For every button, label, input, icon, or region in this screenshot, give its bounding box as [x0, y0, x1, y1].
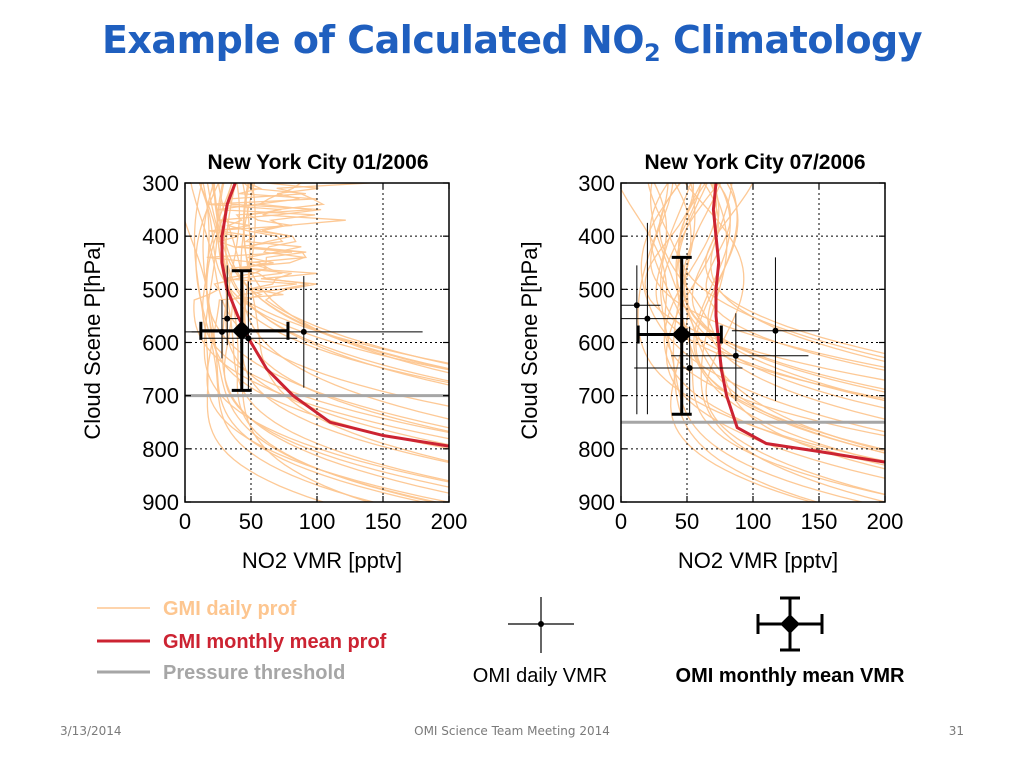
- footer-date: 3/13/2014: [60, 724, 122, 738]
- x-tick-label: 150: [801, 509, 838, 534]
- daily-profile-line: [693, 183, 885, 451]
- x-tick-label: 200: [867, 509, 904, 534]
- daily-profile-line: [691, 183, 885, 393]
- omi-daily-point-3: [634, 326, 743, 415]
- footer-meeting: OMI Science Team Meeting 2014: [414, 724, 610, 738]
- y-tick-label: 800: [578, 437, 615, 462]
- daily-profile-line: [217, 183, 449, 464]
- y-axis-label: Cloud Scene P[hPa]: [80, 241, 105, 439]
- y-tick-label: 600: [142, 331, 179, 356]
- x-tick-label: 0: [179, 509, 191, 534]
- x-tick-label: 100: [735, 509, 772, 534]
- y-tick-label: 600: [578, 331, 615, 356]
- y-tick-label: 300: [578, 171, 615, 196]
- footer-page-number: 31: [948, 724, 964, 738]
- x-tick-label: 200: [431, 509, 468, 534]
- grid: [621, 183, 885, 502]
- title-subscript: 2: [644, 39, 661, 67]
- daily-profile-line: [672, 183, 817, 502]
- y-tick-label: 500: [578, 277, 615, 302]
- omi-daily-dot: [644, 315, 651, 322]
- y-tick-label: 900: [142, 490, 179, 515]
- y-tick-label: 700: [142, 384, 179, 409]
- y-tick-label: 700: [578, 384, 615, 409]
- omi-monthly-diamond: [671, 324, 692, 345]
- x-axis-label: NO2 VMR [pptv]: [678, 548, 838, 573]
- daily-profile-line: [695, 183, 885, 454]
- y-tick-label: 800: [142, 437, 179, 462]
- y-tick-label: 400: [578, 224, 615, 249]
- omi-monthly-diamond: [231, 320, 252, 341]
- omi-daily-dot: [732, 352, 739, 359]
- omi-daily-point-2: [200, 281, 298, 391]
- chart-title: New York City 07/2006: [644, 151, 865, 174]
- y-tick-label: 400: [142, 224, 179, 249]
- x-tick-label: 50: [239, 509, 263, 534]
- daily-profile-line: [677, 183, 885, 454]
- y-tick-label: 900: [578, 490, 615, 515]
- omi-daily-dot: [686, 365, 693, 372]
- omi-monthly-mean-point: [199, 269, 290, 392]
- daily-profile-line: [205, 183, 449, 429]
- omi-daily-point-2: [621, 222, 690, 415]
- omi-daily-dot: [245, 335, 252, 342]
- daily-profile-line: [198, 183, 449, 371]
- daily-profile-line: [193, 183, 449, 440]
- omi-daily-dot: [300, 328, 307, 335]
- omi-daily-dot: [224, 315, 231, 322]
- x-tick-label: 100: [299, 509, 336, 534]
- title-end: Climatology: [660, 18, 923, 62]
- omi-monthly-mean-point: [636, 255, 723, 416]
- chart-panel-1: 0 50 100 150 200 300 400 500 600 700 800 900 New Yor…: [80, 151, 468, 573]
- y-axis-label: Cloud Scene P[hPa]: [517, 241, 542, 439]
- daily-profile-line: [681, 183, 885, 402]
- daily-profile-line: [206, 183, 449, 446]
- x-tick-label: 150: [365, 509, 402, 534]
- chart-panel-2: 0 50 100 150 200 300 400 500 600 700 800 900 New Yor…: [517, 151, 904, 573]
- title-main: Example of Calculated NO: [101, 18, 645, 62]
- x-tick-label: 50: [675, 509, 699, 534]
- y-tick-label: 300: [142, 171, 179, 196]
- omi-daily-point-5: [731, 257, 819, 401]
- chart-title: New York City 01/2006: [207, 151, 428, 174]
- slide-title: Example of Calculated NO2 Climatology: [0, 18, 1024, 67]
- daily-profile-line: [223, 183, 449, 386]
- omi-daily-dot: [633, 302, 640, 309]
- omi-daily-dot: [772, 327, 779, 334]
- x-axis-label: NO2 VMR [pptv]: [242, 548, 402, 573]
- monthly-mean-profile-line: [711, 183, 885, 464]
- omi-daily-point-4: [671, 313, 809, 401]
- x-tick-label: 0: [615, 509, 627, 534]
- y-tick-label: 500: [142, 277, 179, 302]
